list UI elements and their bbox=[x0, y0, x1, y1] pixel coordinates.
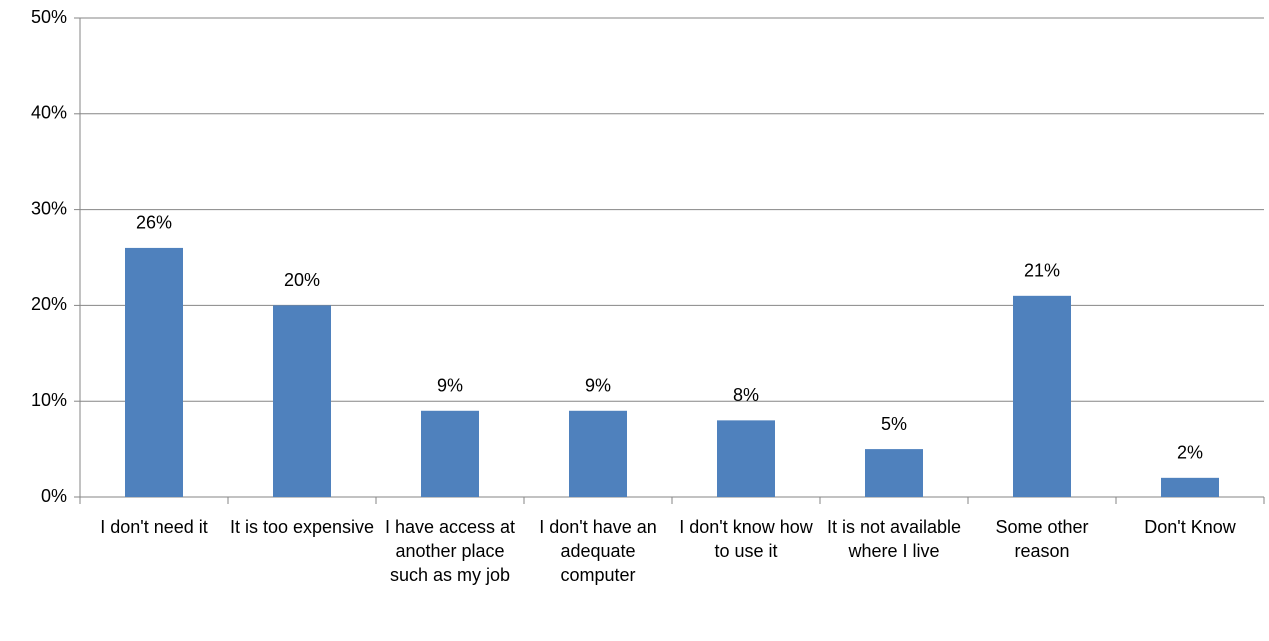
y-tick-label: 40% bbox=[31, 103, 67, 123]
bar bbox=[1161, 477, 1219, 497]
y-tick-label: 0% bbox=[41, 486, 67, 506]
y-tick-label: 50% bbox=[31, 7, 67, 27]
bar bbox=[273, 305, 331, 497]
data-label: 9% bbox=[437, 376, 463, 396]
x-tick-label: It is too expensive bbox=[229, 517, 375, 537]
bar bbox=[865, 449, 923, 497]
data-label: 9% bbox=[585, 376, 611, 396]
data-label: 21% bbox=[1024, 261, 1060, 281]
bar bbox=[569, 410, 627, 497]
data-label: 2% bbox=[1177, 443, 1203, 463]
x-tick-label: It is not available where I live bbox=[826, 517, 962, 561]
x-tick-label: Don't Know bbox=[1144, 517, 1236, 537]
bar bbox=[421, 410, 479, 497]
x-tick-label: I have access at another place such as m… bbox=[384, 517, 516, 585]
y-tick-label: 10% bbox=[31, 390, 67, 410]
data-label: 8% bbox=[733, 385, 759, 405]
bar bbox=[717, 420, 775, 497]
data-label: 26% bbox=[136, 213, 172, 233]
bar bbox=[125, 247, 183, 497]
x-tick-label: I don't know how to use it bbox=[679, 517, 813, 561]
y-tick-label: 30% bbox=[31, 198, 67, 218]
y-tick-label: 20% bbox=[31, 294, 67, 314]
bar bbox=[1013, 295, 1071, 497]
data-label: 5% bbox=[881, 414, 907, 434]
x-tick-label: I don't need it bbox=[100, 517, 208, 537]
x-tick-label: Some other reason bbox=[995, 517, 1089, 561]
x-tick-label: I don't have an adequate computer bbox=[539, 517, 657, 585]
data-label: 20% bbox=[284, 270, 320, 290]
